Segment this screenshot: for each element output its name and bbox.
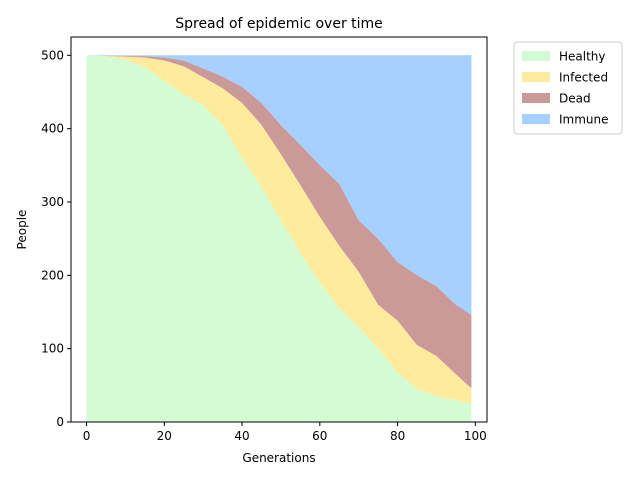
area-infected [86,55,472,405]
legend-label-infected: Infected [559,71,608,85]
y-tick-label: 200 [41,268,64,282]
legend-swatch-infected [522,72,550,82]
y-axis-ticks: 0 100 200 300 400 500 [41,48,71,429]
plot-areas [86,55,472,423]
area-healthy [86,55,472,423]
x-tick-label: 80 [390,429,405,443]
legend-label-immune: Immune [559,113,609,127]
y-tick-label: 0 [56,415,64,429]
legend-swatch-healthy [522,51,550,61]
legend-label-dead: Dead [559,92,591,106]
legend-swatch-dead [522,93,550,103]
x-tick-label: 20 [157,429,172,443]
legend-box [513,41,623,135]
y-tick-label: 400 [41,122,64,136]
x-axis-label: Generations [242,451,315,465]
plot-frame [70,36,488,423]
y-tick-label: 300 [41,195,64,209]
area-immune [86,55,472,315]
x-tick-label: 0 [83,429,91,443]
x-tick-label: 100 [464,429,487,443]
chart-title: Spread of epidemic over time [175,16,383,32]
y-axis-label: People [15,210,29,250]
y-tick-label: 100 [41,342,64,356]
y-tick-label: 500 [41,48,64,62]
x-axis-ticks: 0 20 40 60 80 100 [83,422,487,443]
legend-swatch-immune [522,114,550,124]
legend: Healthy Infected Dead Immune [513,41,623,135]
x-tick-label: 40 [234,429,249,443]
x-tick-label: 60 [312,429,327,443]
legend-label-healthy: Healthy [559,50,606,64]
